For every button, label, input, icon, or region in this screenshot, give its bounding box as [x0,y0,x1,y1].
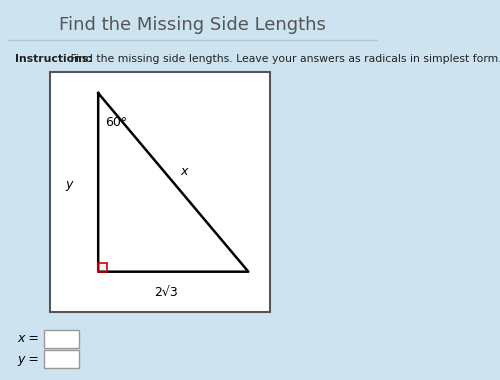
Text: x: x [180,165,188,178]
Text: 60°: 60° [104,116,127,129]
Text: y =: y = [18,353,39,366]
Text: x =: x = [18,332,39,345]
Text: y: y [65,178,72,191]
Text: Find the Missing Side Lengths: Find the Missing Side Lengths [59,16,326,34]
FancyBboxPatch shape [44,330,79,348]
Bar [98,263,106,272]
Text: Find the missing side lengths. Leave your answers as radicals in simplest form.: Find the missing side lengths. Leave you… [68,54,500,64]
FancyBboxPatch shape [44,350,79,368]
Text: 2√3: 2√3 [154,286,178,299]
FancyBboxPatch shape [50,72,270,312]
Text: Instructions:: Instructions: [16,54,93,64]
